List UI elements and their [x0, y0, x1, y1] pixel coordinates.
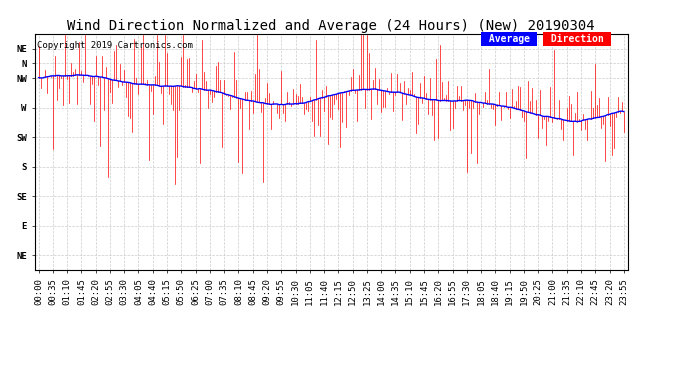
Text: Average: Average: [482, 34, 535, 44]
Text: Copyright 2019 Cartronics.com: Copyright 2019 Cartronics.com: [37, 41, 193, 50]
Text: Direction: Direction: [545, 34, 609, 44]
Title: Wind Direction Normalized and Average (24 Hours) (New) 20190304: Wind Direction Normalized and Average (2…: [68, 19, 595, 33]
